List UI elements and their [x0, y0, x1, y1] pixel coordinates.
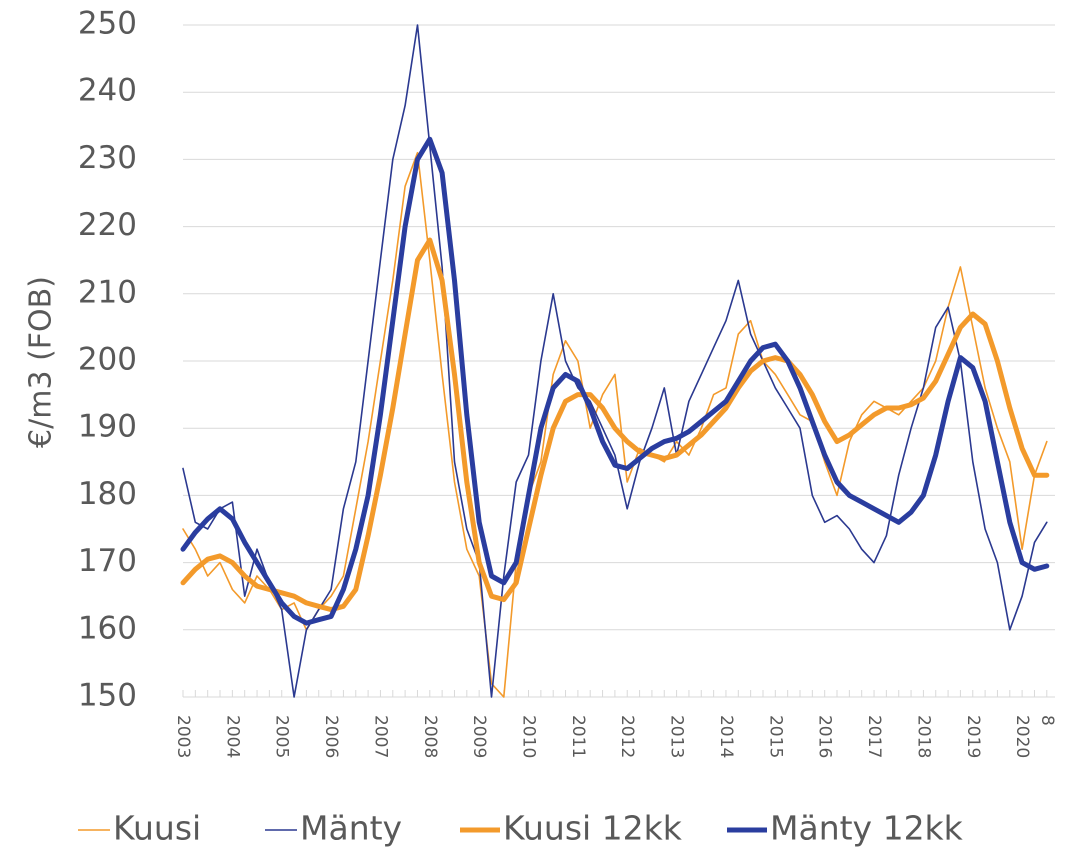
y-tick-label: 250	[78, 6, 137, 42]
x-tick-label: 2015	[765, 715, 785, 758]
series-line	[182, 24, 1048, 698]
legend-label: Kuusi 12kk	[503, 809, 683, 848]
y-tick-label: 160	[78, 610, 137, 646]
series-line	[182, 151, 1048, 698]
x-tick-label: 2013	[667, 715, 687, 758]
x-tick-label: 2017	[864, 715, 884, 758]
y-tick-label: 230	[78, 140, 137, 176]
x-tick-label: 2005	[272, 715, 292, 758]
y-tick-label: 170	[78, 543, 137, 579]
legend-label: Kuusi	[113, 809, 201, 848]
series-line	[180, 237, 1050, 613]
x-tick-label: 2012	[617, 715, 637, 758]
y-axis-title: €/m3 (FOB)	[24, 276, 59, 448]
x-tick-label: 2011	[568, 715, 588, 758]
x-tick-label: 2010	[519, 715, 539, 758]
y-tick-label: 220	[78, 207, 137, 243]
legend-label: Mänty 12kk	[770, 809, 964, 848]
y-tick-label: 200	[78, 342, 137, 378]
x-tick-label: 2007	[370, 715, 390, 758]
x-tick-label: 2018	[913, 715, 933, 758]
x-tick-label: 8	[1037, 715, 1057, 726]
y-tick-label: 150	[78, 678, 137, 714]
x-tick-label: 2006	[321, 715, 341, 758]
x-tick-label: 2014	[716, 715, 736, 758]
y-tick-label: 180	[78, 476, 137, 512]
x-tick-label: 2003	[173, 715, 193, 758]
y-tick-label: 190	[78, 409, 137, 445]
y-tick-label: 240	[78, 73, 137, 109]
x-tick-label: 2016	[815, 715, 835, 758]
y-tick-label: 210	[78, 274, 137, 310]
series-line	[180, 136, 1050, 626]
legend-label: Mänty	[300, 809, 402, 848]
x-tick-label: 2004	[222, 715, 242, 758]
x-tick-label: 2020	[1012, 715, 1032, 758]
x-tick-label: 2019	[963, 715, 983, 758]
x-tick-label: 2009	[469, 715, 489, 758]
x-tick-label: 2008	[420, 715, 440, 758]
